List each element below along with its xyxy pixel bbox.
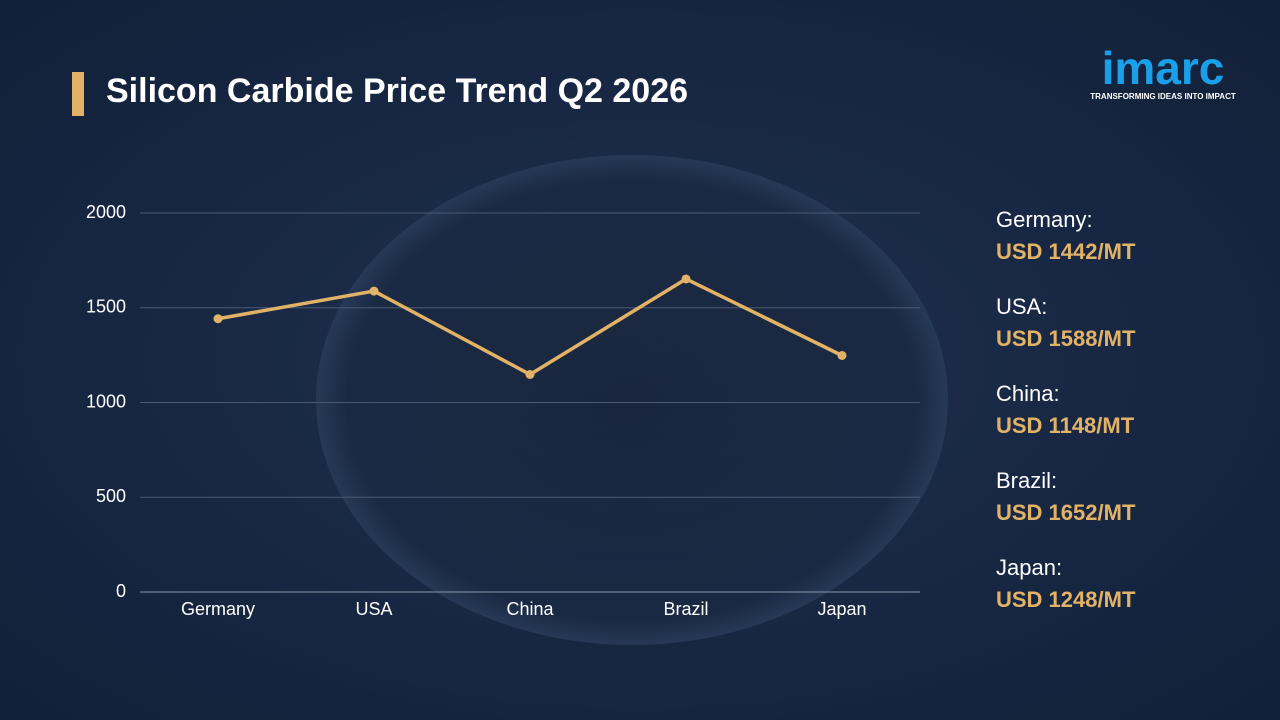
value-label: USD 1588/MT [996, 326, 1136, 351]
logo-name: imarc [1102, 42, 1225, 94]
title-accent [72, 72, 84, 116]
value-label: USD 1652/MT [996, 500, 1136, 525]
point [369, 286, 379, 296]
logo-tagline: TRANSFORMING IDEAS INTO IMPACT [1090, 92, 1236, 101]
point [681, 274, 691, 284]
value-label: USD 1148/MT [996, 413, 1135, 438]
y-tick-label: 1500 [86, 297, 126, 317]
point [213, 314, 223, 324]
y-tick-label: 1000 [86, 391, 126, 411]
side-label: Japan: [996, 555, 1062, 580]
x-tick-label: Germany [181, 599, 255, 619]
point [837, 351, 847, 361]
side-label: China: [996, 381, 1060, 406]
y-tick-label: 0 [116, 581, 126, 601]
x-tick-label: Brazil [663, 599, 708, 619]
chart-title: Silicon Carbide Price Trend Q2 2026 [106, 72, 688, 110]
side-label: USA: [996, 294, 1047, 319]
x-tick-label: USA [355, 599, 392, 619]
point [525, 369, 535, 379]
x-tick-label: China [506, 599, 554, 619]
x-tick-label: Japan [817, 599, 866, 619]
y-tick-label: 500 [96, 486, 126, 506]
value-label: USD 1442/MT [996, 239, 1136, 264]
value-label: USD 1248/MT [996, 587, 1136, 612]
side-label: Brazil: [996, 468, 1057, 493]
side-label: Germany: [996, 207, 1093, 232]
background-bowl [316, 155, 948, 645]
y-tick-label: 2000 [86, 202, 126, 222]
